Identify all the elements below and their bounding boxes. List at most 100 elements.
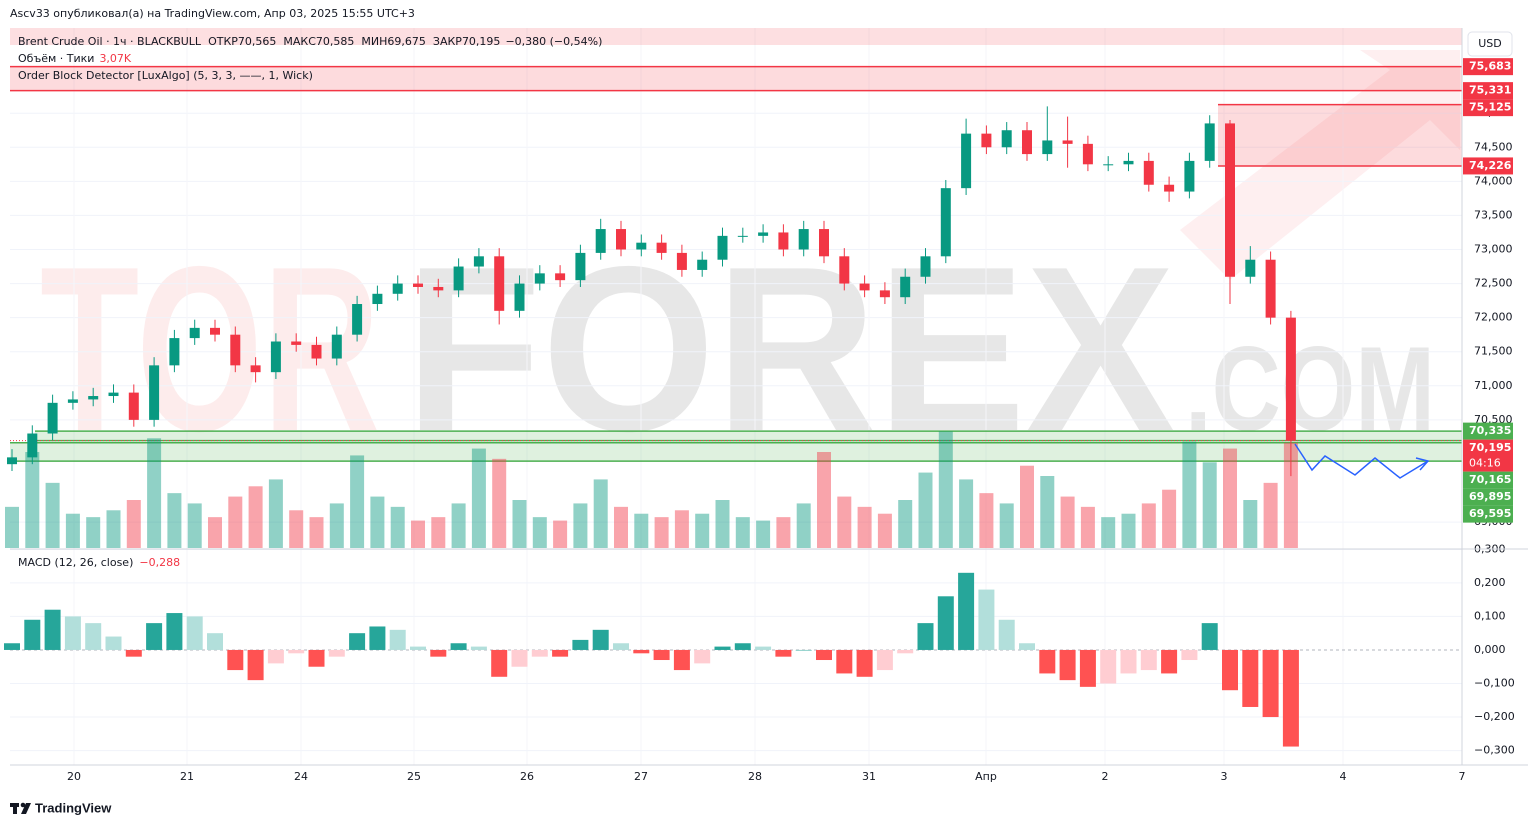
volume-bar (329, 503, 344, 548)
macd-histogram-bar (328, 649, 345, 657)
candle-body (656, 242, 667, 253)
price-label: 70,335 (1469, 424, 1511, 437)
volume-bar (1020, 465, 1034, 548)
macd-histogram-bar (1039, 649, 1056, 674)
candle-body (900, 276, 911, 298)
volume-bar (167, 493, 182, 548)
price-label-box (1463, 505, 1513, 523)
time-tick-label: 31 (862, 770, 876, 783)
macd-histogram-bar (85, 623, 102, 650)
volume-bar (289, 510, 304, 548)
macd-tick-label: −0,300 (1474, 744, 1515, 757)
volume-bar (411, 520, 425, 548)
legend: Brent Crude Oil · 1ч · BLACKBULL ОТКР 70,5… (18, 35, 602, 82)
logo-part (13, 803, 17, 814)
volume-bar (999, 503, 1014, 548)
ohlc-value: 70,195 (462, 35, 501, 48)
candle-body (352, 304, 363, 335)
volume-bar (735, 517, 750, 548)
volume-bar (187, 503, 202, 548)
legend-change: −0,380 (−0,54%) (505, 35, 602, 48)
macd-histogram-bar (775, 649, 792, 657)
ohlc-value: 70,585 (316, 35, 355, 48)
countdown: 04:16 (1469, 457, 1501, 470)
candle-body (250, 365, 261, 373)
macd-histogram-bar (1079, 649, 1096, 687)
grid (10, 28, 1463, 765)
macd-histogram-bar (1161, 649, 1178, 674)
volume-bar (959, 479, 974, 548)
footer-brand: TradingView (35, 800, 112, 815)
logo-part (20, 802, 26, 808)
time-tick-label: 28 (748, 770, 762, 783)
volume-bar (837, 496, 852, 548)
candle-body (676, 252, 687, 270)
macd-histogram-bar (349, 633, 366, 650)
volume-bar (126, 500, 141, 548)
candle-body (270, 341, 281, 373)
volume-bar (1223, 448, 1237, 548)
macd-legend: MACD (12, 26, close) −0,288 (18, 556, 180, 569)
macd-histogram-bar (572, 639, 589, 650)
currency-button[interactable] (1467, 31, 1513, 57)
macd-histogram-bar (673, 649, 690, 671)
volume-bar (451, 503, 466, 548)
time-tick-label: 21 (180, 770, 194, 783)
macd-histogram-bar (1201, 623, 1218, 650)
macd-histogram-bar (714, 646, 731, 650)
order-blocks (10, 65, 1462, 462)
macd-histogram-bar (410, 646, 426, 650)
time-tick-label: 27 (634, 770, 648, 783)
order-block (10, 442, 1462, 462)
candle-body (1103, 164, 1114, 166)
macd-histogram-bar (836, 649, 853, 674)
watermark-text: .COM (1185, 322, 1435, 456)
candle-body (879, 290, 890, 298)
macd-histogram-bar (267, 649, 284, 664)
price-tick-label: 73,500 (1474, 208, 1513, 221)
volume-bar (573, 503, 588, 548)
ohlc-label: ЗАКР (433, 35, 462, 48)
macd-histogram-bar (1181, 649, 1198, 661)
candle-body (331, 334, 342, 359)
price-label-box (1463, 99, 1513, 117)
candle-body (1184, 160, 1195, 192)
order-block (35, 431, 1462, 441)
candle-body (1143, 160, 1154, 185)
candle-body (1022, 130, 1032, 155)
legend-symbol: Brent Crude Oil · 1ч · BLACKBULL (18, 35, 202, 48)
candle-body (1225, 123, 1235, 277)
volume-bar (268, 479, 283, 548)
candle-body (88, 396, 99, 400)
volume-bar (65, 513, 80, 548)
ohlc-label: МИН (361, 35, 387, 48)
currency[interactable]: USD (1478, 37, 1502, 50)
candle-body (514, 283, 525, 311)
logo-part (21, 803, 31, 814)
volume-bar (614, 506, 628, 548)
macd-histogram-bar (207, 633, 223, 650)
volume-bar (106, 510, 121, 548)
macd-histogram-bar (978, 589, 995, 650)
volume-bar (390, 506, 405, 548)
volume-bar (350, 455, 365, 548)
macd-histogram-bar (876, 649, 893, 671)
volume-bar (1263, 482, 1278, 548)
volume-bar (208, 517, 222, 548)
time-tick-label: 20 (67, 770, 81, 783)
macd-histogram-bar (613, 643, 629, 650)
candle-body (859, 283, 870, 291)
volume-bar (532, 517, 547, 548)
volume-value: 3,07K (99, 52, 131, 65)
macd-histogram-bar (552, 649, 569, 657)
candle-body (453, 266, 464, 291)
ohlc-label: ОТКР (208, 35, 238, 48)
watermark-text: FOREX (405, 217, 1175, 480)
volume-bar (715, 500, 730, 548)
price-label: 75,331 (1469, 84, 1511, 97)
macd-histogram-bar (389, 629, 406, 650)
macd-tick-label: −0,200 (1474, 710, 1515, 723)
time-tick-label: 26 (520, 770, 534, 783)
macd-histogram-bar (1140, 649, 1157, 671)
